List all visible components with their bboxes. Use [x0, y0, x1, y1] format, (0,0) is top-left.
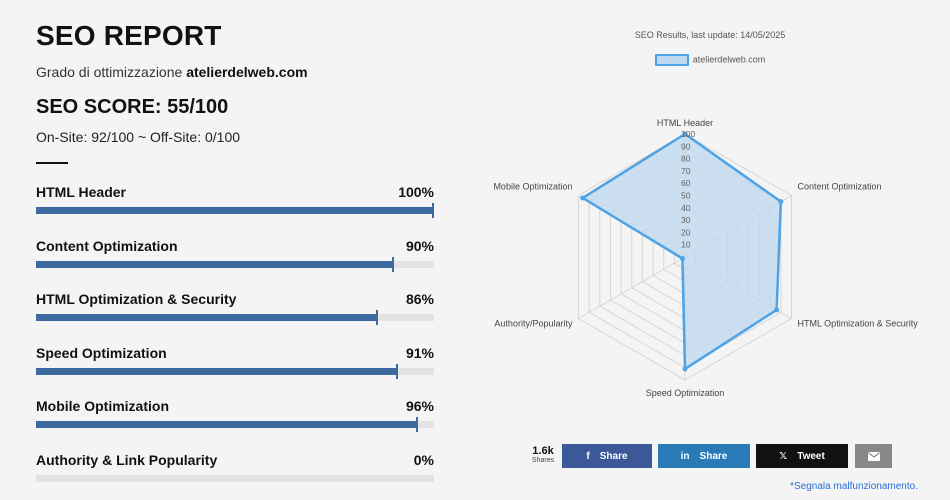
chart-title: SEO Results, last update: 14/05/2025	[634, 30, 786, 40]
report-malfunction-link[interactable]: *Segnala malfunzionamento.	[790, 481, 918, 492]
progress-fill	[36, 260, 394, 268]
data-point[interactable]	[580, 195, 586, 201]
subtitle-prefix: Grado di ottimizzazione	[36, 64, 187, 80]
data-point[interactable]	[778, 199, 784, 205]
share-bar: 1.6k Shares f Share in Share 𝕏 Tweet	[530, 444, 900, 468]
metric-value: 100%	[398, 184, 434, 200]
data-point[interactable]	[682, 131, 688, 137]
progress-marker	[432, 203, 434, 218]
progress-fill	[36, 421, 418, 428]
metric-row: Speed Optimization 91%	[36, 345, 434, 385]
envelope-icon	[867, 451, 880, 461]
tick-label: 10	[681, 240, 691, 250]
metric-label: Mobile Optimization	[36, 398, 169, 414]
metric-value: 86%	[405, 291, 434, 307]
tick-label: 40	[681, 203, 691, 213]
chart-legend[interactable]: atelierdelweb.com	[490, 54, 930, 66]
progress-track	[36, 310, 434, 325]
twitter-share-label: Tweet	[797, 450, 825, 462]
metric-label: Content Optimization	[36, 237, 178, 254]
tick-label: 80	[681, 154, 691, 164]
linkedin-icon: in	[680, 450, 690, 462]
legend-label: atelierdelweb.com	[692, 54, 766, 65]
metric-value: 96%	[405, 398, 434, 414]
category-label: HTML Header	[657, 118, 713, 128]
email-share-button[interactable]	[855, 444, 892, 468]
legend-swatch	[654, 54, 689, 66]
category-label: Speed Optimization	[646, 388, 725, 398]
category-label: Content Optimization	[798, 182, 882, 192]
category-label: Authority/Popularity	[494, 319, 573, 329]
metric-value: 90%	[405, 237, 434, 254]
progress-track	[36, 417, 434, 432]
share-count: 1.6k Shares	[530, 445, 556, 464]
grid-spoke	[578, 256, 686, 319]
data-point[interactable]	[682, 366, 688, 372]
facebook-icon: f	[586, 450, 590, 462]
progress-track	[36, 203, 434, 218]
category-label: HTML Optimization & Security	[798, 319, 919, 329]
metric-row: HTML Header 100%	[36, 184, 434, 224]
tick-label: 60	[681, 178, 691, 188]
metric-label: HTML Header	[36, 184, 126, 200]
progress-track	[36, 474, 434, 482]
x-icon: 𝕏	[779, 450, 788, 462]
site-name: atelierdelweb.com	[186, 64, 308, 80]
linkedin-share-label: Share	[699, 450, 728, 462]
twitter-share-button[interactable]: 𝕏 Tweet	[756, 444, 848, 468]
progress-track	[36, 363, 434, 379]
facebook-share-button[interactable]: f Share	[562, 444, 652, 468]
progress-fill	[36, 367, 398, 375]
divider	[36, 162, 68, 164]
metric-label: Authority & Link Popularity	[36, 451, 218, 468]
linkedin-share-button[interactable]: in Share	[658, 444, 750, 468]
progress-track	[36, 256, 434, 272]
metric-row: HTML Optimization & Security 86%	[36, 291, 434, 331]
progress-fill	[36, 207, 434, 214]
progress-marker	[416, 417, 418, 432]
metric-row: Mobile Optimization 96%	[36, 398, 434, 438]
tick-label: 20	[681, 227, 691, 237]
tick-label: 70	[681, 166, 691, 176]
data-point[interactable]	[679, 256, 685, 261]
progress-marker	[376, 310, 378, 325]
facebook-share-label: Share	[599, 450, 628, 462]
progress-marker	[396, 363, 398, 379]
radar-chart: SEO Results, last update: 14/05/2025 ate…	[490, 20, 930, 400]
category-label: Mobile Optimization	[493, 182, 572, 192]
share-count-number: 1.6k	[532, 445, 554, 457]
progress-fill	[36, 314, 378, 321]
tick-label: 90	[681, 141, 691, 151]
metric-value: 0%	[413, 451, 434, 468]
metric-row: Content Optimization 90%	[36, 238, 434, 278]
share-count-label: Shares	[531, 457, 555, 464]
onsite-offsite-score: On-Site: 92/100 ~ Off-Site: 0/100	[36, 129, 241, 145]
data-point[interactable]	[774, 307, 780, 313]
seo-score: SEO SCORE: 55/100	[36, 96, 229, 118]
tick-label: 30	[681, 215, 691, 225]
metric-value: 91%	[405, 344, 434, 361]
report-subtitle: Grado di ottimizzazione atelierdelweb.co…	[36, 64, 308, 80]
tick-label: 100	[681, 129, 695, 139]
metric-row: Authority & Link Popularity 0%	[36, 452, 434, 492]
metric-label: Speed Optimization	[36, 344, 167, 361]
tick-label: 50	[681, 191, 691, 201]
progress-marker	[392, 256, 394, 272]
metric-label: HTML Optimization & Security	[36, 291, 237, 307]
page-title: SEO REPORT	[36, 20, 222, 51]
